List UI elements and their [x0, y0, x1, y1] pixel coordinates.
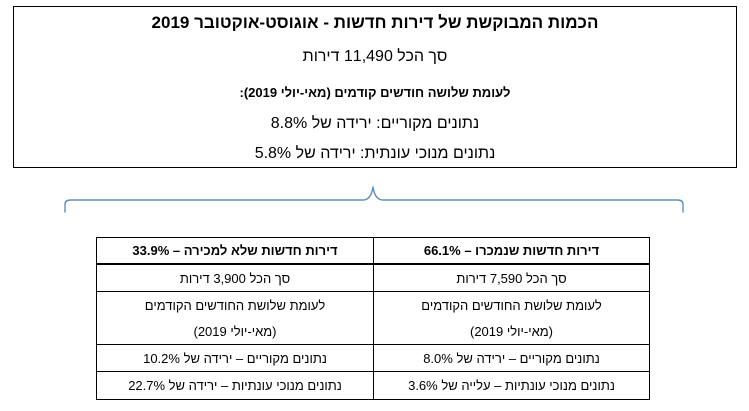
sold-total: סך הכל 7,590 דירות [373, 263, 650, 292]
sold-seasonal-data: נתונים מנוכי עונתיות – עלייה של 3.6% [373, 371, 650, 400]
unsold-raw-data: נתונים מקוריים – ירידה של 10.2% [96, 344, 374, 372]
table-row: לעומת שלושת החודשים הקודמים לעומת שלושת … [96, 291, 650, 318]
summary-title: הכמות המבוקשת של דירות חדשות - אוגוסט-או… [151, 13, 599, 32]
summary-raw-data: נתונים מקוריים: ירידה של 8.8% [270, 115, 480, 132]
sold-comparison: לעומת שלושת החודשים הקודמים [373, 291, 650, 318]
sold-raw-data: נתונים מקוריים – ירידה של 8.0% [373, 344, 650, 372]
unsold-comparison: לעומת שלושת החודשים הקודמים [96, 291, 374, 318]
unsold-seasonal-data: נתונים מנוכי עונתיות – ירידה של 22.7% [96, 371, 374, 400]
summary-box: הכמות המבוקשת של דירות חדשות - אוגוסט-או… [13, 6, 737, 168]
table-row: נתונים מנוכי עונתיות – עלייה של 3.6% נתו… [96, 371, 650, 400]
sold-period: (מאי-יולי 2019) [373, 318, 650, 345]
unsold-header: דירות חדשות שלא למכירה – 33.9% [96, 237, 374, 265]
brace-connector [64, 186, 684, 213]
summary-total: סך הכל 11,490 דירות [302, 48, 448, 65]
sold-header: דירות חדשות שנמכרו – 66.1% [373, 237, 650, 265]
table-row: (מאי-יולי 2019) (מאי-יולי 2019) [96, 318, 650, 345]
summary-comparison-heading: לעומת שלושה חודשים קודמים (מאי-יולי 2019… [239, 85, 511, 100]
unsold-total: סך הכל 3,900 דירות [96, 263, 374, 292]
table-row: נתונים מקוריים – ירידה של 8.0% נתונים מק… [96, 344, 650, 372]
table-row: סך הכל 7,590 דירות סך הכל 3,900 דירות [96, 263, 650, 292]
unsold-period: (מאי-יולי 2019) [96, 318, 374, 345]
table-header-row: דירות חדשות שנמכרו – 66.1% דירות חדשות ש… [96, 237, 650, 265]
detail-table: דירות חדשות שנמכרו – 66.1% דירות חדשות ש… [96, 237, 650, 400]
summary-seasonal-data: נתונים מנוכי עונתית: ירידה של 5.8% [254, 145, 496, 162]
